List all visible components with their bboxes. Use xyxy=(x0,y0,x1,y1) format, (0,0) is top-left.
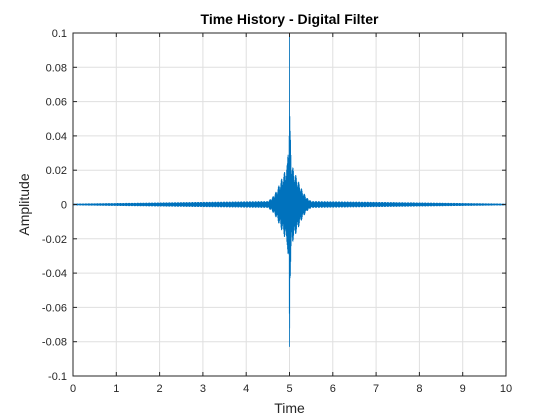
y-tick-label: 0 xyxy=(61,200,67,212)
x-tick-label: 1 xyxy=(113,383,119,395)
y-tick-label: -0.08 xyxy=(42,337,67,349)
x-tick-label: 5 xyxy=(286,383,292,395)
axis-ticks: 0 1 2 3 4 5 6 7 8 9 10 -0.1 -0.08 -0.06 -0.04 -0.02 0 0.0… xyxy=(42,28,512,395)
x-tick-label: 2 xyxy=(157,383,163,395)
y-tick-label: 0.06 xyxy=(46,97,67,109)
x-axis-label: Time xyxy=(274,400,305,416)
y-tick-label: 0.08 xyxy=(46,62,67,74)
x-tick-label: 10 xyxy=(500,383,512,395)
y-tick-label: -0.04 xyxy=(42,268,67,280)
line-series xyxy=(72,32,507,347)
x-tick-label: 9 xyxy=(460,383,466,395)
x-tick-label: 6 xyxy=(330,383,336,395)
y-tick-label: -0.02 xyxy=(42,234,67,246)
y-tick-label: 0.02 xyxy=(46,165,67,177)
x-tick-label: 8 xyxy=(416,383,422,395)
y-axis-label: Amplitude xyxy=(16,173,32,235)
x-tick-label: 0 xyxy=(70,383,76,395)
y-tick-label: -0.06 xyxy=(42,302,67,314)
y-tick-label: 0.1 xyxy=(52,28,67,40)
signal-line xyxy=(72,32,507,347)
x-tick-label: 7 xyxy=(373,383,379,395)
y-tick-label: -0.1 xyxy=(48,371,67,383)
x-tick-label: 4 xyxy=(243,383,249,395)
x-tick-label: 3 xyxy=(200,383,206,395)
chart-title: Time History - Digital Filter xyxy=(201,11,379,27)
y-tick-label: 0.04 xyxy=(46,131,67,143)
